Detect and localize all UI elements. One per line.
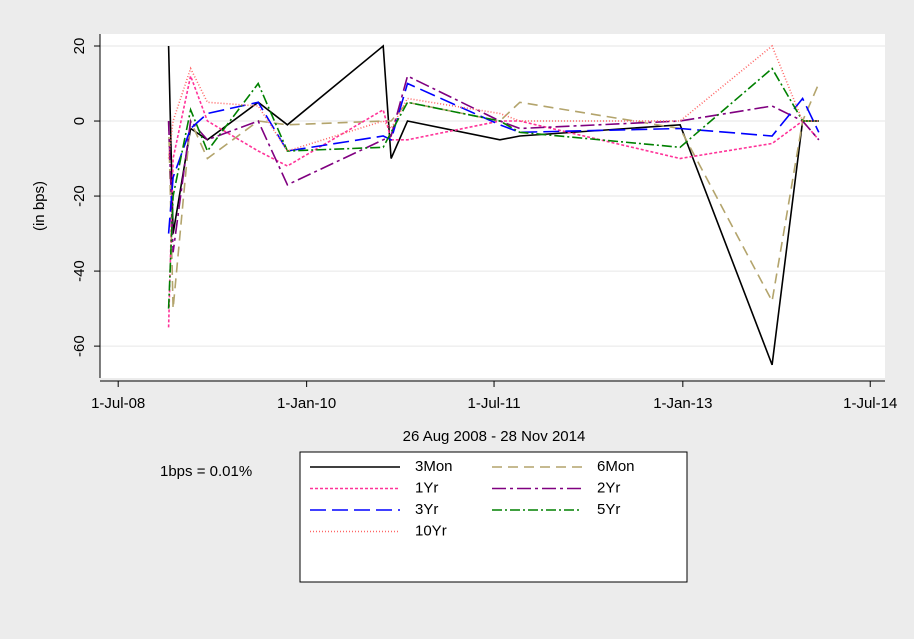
legend-label: 2Yr: [597, 479, 620, 496]
y-tick-label: -40: [71, 260, 88, 282]
series-line: [167, 82, 820, 234]
legend-label: 3Mon: [415, 458, 453, 475]
series-line: [167, 83, 820, 309]
y-tick-label: 20: [71, 38, 88, 55]
x-tick-label: 1-Jan-13: [653, 395, 712, 412]
series-line: [167, 44, 819, 159]
x-tick-label: 1-Jan-10: [277, 395, 336, 412]
legend-label: 5Yr: [597, 501, 620, 518]
legend-label: 6Mon: [597, 458, 635, 475]
x-tick-label: 1-Jul-08: [91, 395, 145, 412]
series-line: [167, 67, 819, 309]
x-tick-label: 1-Jul-11: [467, 395, 520, 412]
series-line: [167, 74, 820, 253]
y-tick-label: 0: [71, 117, 88, 125]
legend-label: 10Yr: [415, 522, 447, 539]
legend-box: [299, 451, 688, 583]
plot-area: [100, 34, 885, 378]
note: 1bps = 0.01%: [160, 463, 252, 480]
legend-label: 1Yr: [415, 479, 438, 496]
x-axis-label: 26 Aug 2008 - 28 Nov 2014: [403, 428, 586, 445]
legend-label: 3Yr: [415, 501, 438, 518]
y-tick-label: -60: [71, 335, 88, 357]
y-tick-label: -20: [71, 185, 88, 207]
y-axis-label: (in bps): [31, 181, 48, 231]
x-tick-label: 1-Jul-14: [843, 395, 897, 412]
